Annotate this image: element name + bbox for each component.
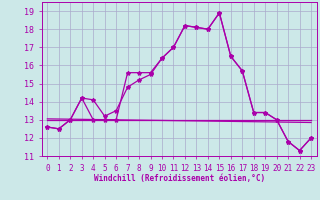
X-axis label: Windchill (Refroidissement éolien,°C): Windchill (Refroidissement éolien,°C) [94, 174, 265, 183]
